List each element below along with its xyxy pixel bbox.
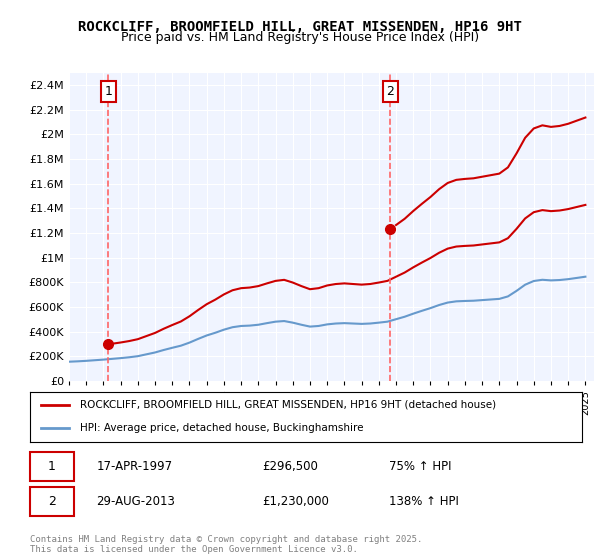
FancyBboxPatch shape xyxy=(30,452,74,482)
Text: £1,230,000: £1,230,000 xyxy=(262,494,329,508)
FancyBboxPatch shape xyxy=(30,487,74,516)
Text: 29-AUG-2013: 29-AUG-2013 xyxy=(96,494,175,508)
Text: 75% ↑ HPI: 75% ↑ HPI xyxy=(389,460,451,473)
Text: 138% ↑ HPI: 138% ↑ HPI xyxy=(389,494,458,508)
Text: 1: 1 xyxy=(48,460,56,473)
Text: HPI: Average price, detached house, Buckinghamshire: HPI: Average price, detached house, Buck… xyxy=(80,423,363,433)
Text: 17-APR-1997: 17-APR-1997 xyxy=(96,460,172,473)
Text: ROCKCLIFF, BROOMFIELD HILL, GREAT MISSENDEN, HP16 9HT (detached house): ROCKCLIFF, BROOMFIELD HILL, GREAT MISSEN… xyxy=(80,400,496,409)
Text: £296,500: £296,500 xyxy=(262,460,318,473)
Text: 2: 2 xyxy=(386,85,394,98)
Text: ROCKCLIFF, BROOMFIELD HILL, GREAT MISSENDEN, HP16 9HT: ROCKCLIFF, BROOMFIELD HILL, GREAT MISSEN… xyxy=(78,20,522,34)
Text: Contains HM Land Registry data © Crown copyright and database right 2025.
This d: Contains HM Land Registry data © Crown c… xyxy=(30,535,422,554)
Text: 1: 1 xyxy=(104,85,112,98)
Text: Price paid vs. HM Land Registry's House Price Index (HPI): Price paid vs. HM Land Registry's House … xyxy=(121,31,479,44)
Text: 2: 2 xyxy=(48,494,56,508)
